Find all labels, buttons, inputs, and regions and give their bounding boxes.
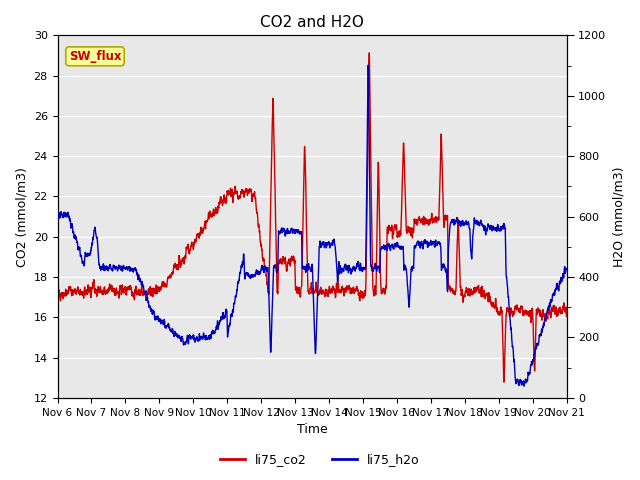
Text: SW_flux: SW_flux [68,50,121,63]
Y-axis label: CO2 (mmol/m3): CO2 (mmol/m3) [15,167,28,266]
X-axis label: Time: Time [297,423,328,436]
Title: CO2 and H2O: CO2 and H2O [260,15,364,30]
Legend: li75_co2, li75_h2o: li75_co2, li75_h2o [215,448,425,471]
Y-axis label: H2O (mmol/m3): H2O (mmol/m3) [612,167,625,267]
